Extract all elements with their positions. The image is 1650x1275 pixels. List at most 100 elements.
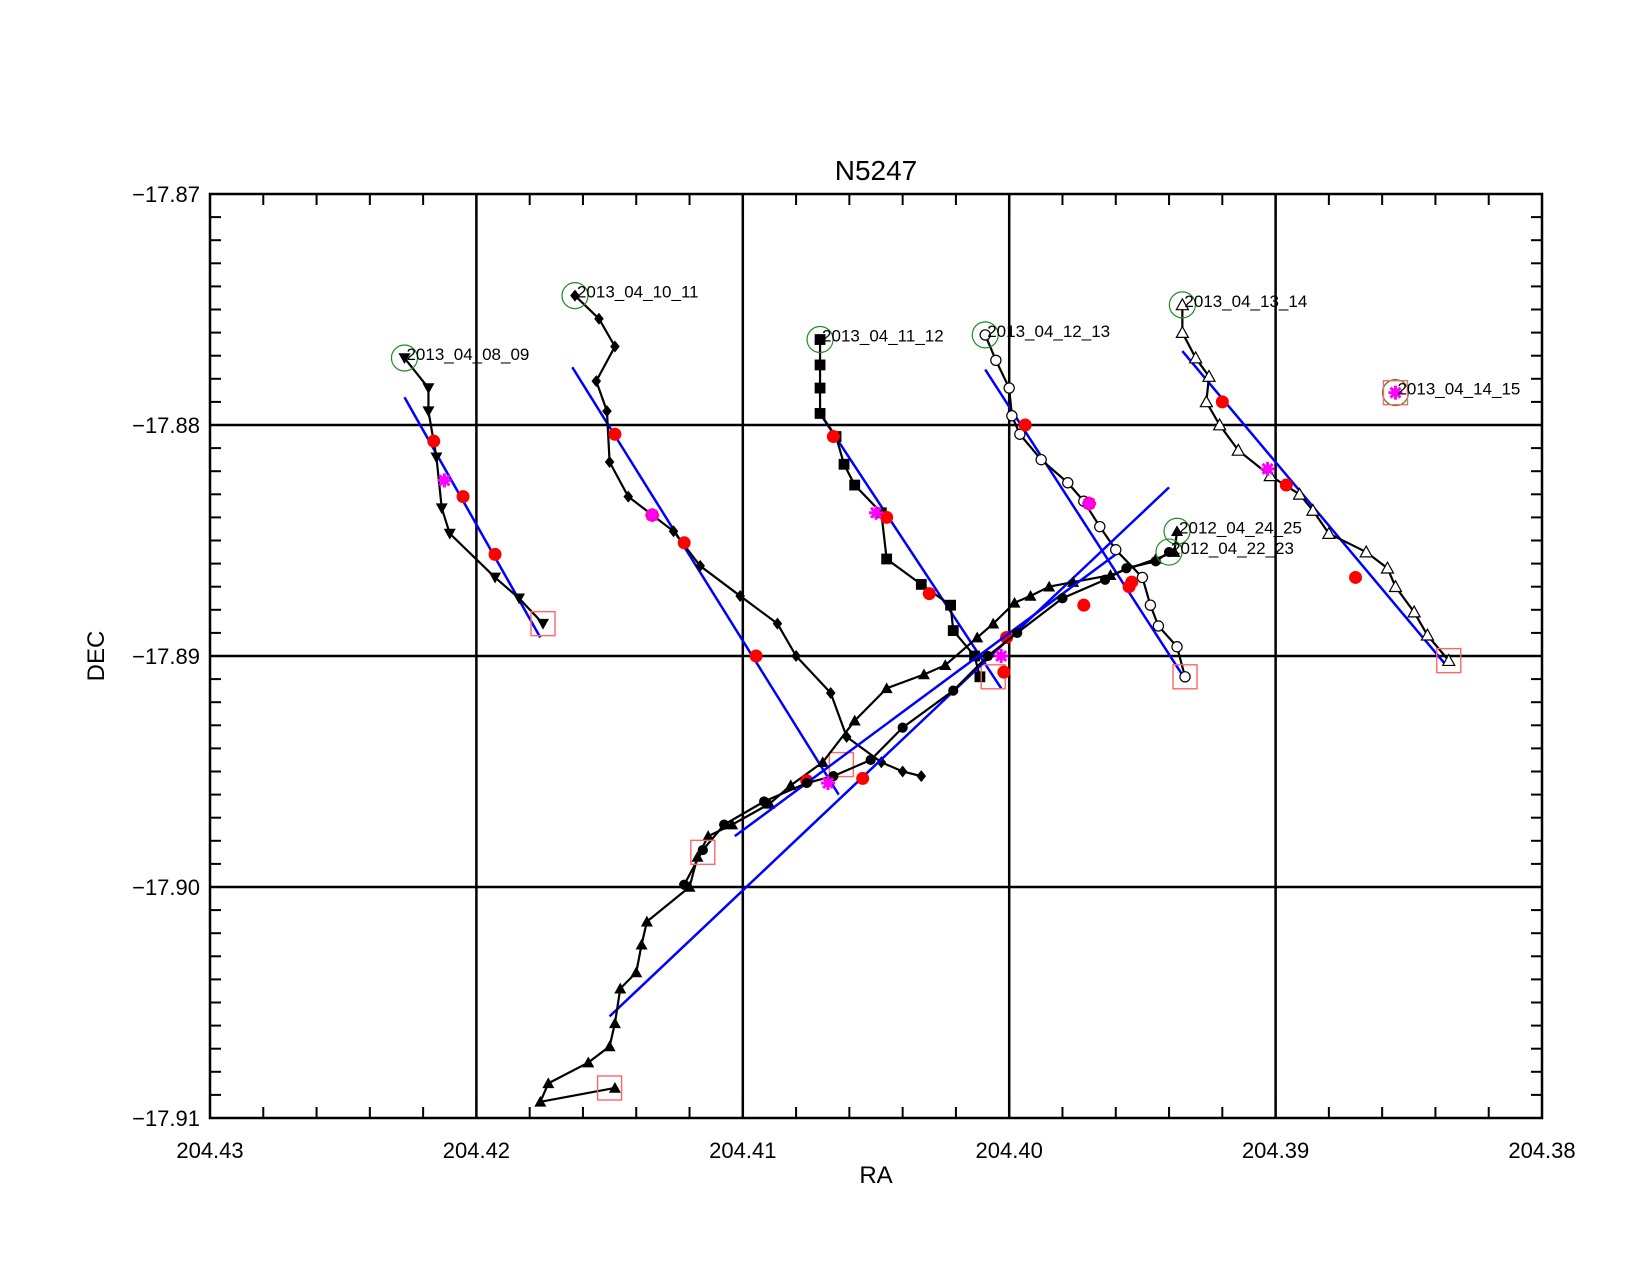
series-label: 2013_04_11_12	[822, 327, 944, 346]
data-point	[726, 818, 739, 830]
start-circle	[971, 321, 999, 349]
data-point	[1094, 520, 1106, 533]
series-2013_04_11_12	[806, 325, 1006, 690]
star-stroke	[438, 474, 451, 487]
fit-line	[734, 553, 1117, 838]
data-point	[947, 625, 959, 636]
data-point	[1231, 443, 1246, 456]
data-point	[1420, 627, 1435, 641]
x-tick-label: 204.38	[1508, 1138, 1575, 1163]
red-dot	[1077, 598, 1091, 612]
data-point	[1359, 544, 1374, 558]
data-point	[1201, 369, 1217, 382]
data-point	[1441, 653, 1456, 667]
data-point	[435, 503, 448, 515]
data-point	[603, 1040, 616, 1052]
red-dot	[749, 649, 763, 663]
data-point	[939, 659, 952, 671]
red-dot	[488, 547, 502, 561]
data-point	[1152, 620, 1165, 632]
series-2013_04_08_09	[390, 344, 556, 639]
data-point	[582, 1056, 595, 1068]
end-square	[1436, 647, 1462, 674]
data-point	[1057, 593, 1068, 604]
data-point	[801, 777, 812, 789]
x-tick-label: 204.42	[443, 1138, 510, 1163]
data-point	[772, 617, 783, 630]
series-label: 2013_04_12_13	[987, 322, 1110, 341]
data-point	[1006, 410, 1018, 422]
red-dot	[1018, 418, 1032, 432]
end-square	[530, 610, 556, 637]
data-point	[1388, 579, 1403, 593]
red-dot	[1279, 478, 1293, 492]
end-square	[828, 751, 855, 778]
star-stroke	[822, 777, 835, 790]
data-point	[849, 479, 861, 491]
x-tick-label: 204.39	[1242, 1138, 1309, 1163]
data-point	[602, 405, 612, 418]
data-point	[691, 850, 704, 862]
data-point	[1305, 503, 1320, 516]
y-tick-label: −17.89	[132, 644, 200, 669]
red-dot	[922, 587, 936, 601]
data-point	[610, 340, 620, 353]
red-dot	[427, 434, 441, 448]
red-dot	[1349, 570, 1363, 584]
data-point	[814, 334, 826, 345]
data-point	[814, 359, 826, 371]
data-point	[635, 938, 648, 950]
star-marker	[821, 776, 836, 791]
data-point	[594, 312, 604, 325]
data-point	[679, 879, 690, 890]
grid-lines	[210, 194, 1542, 1118]
star-stroke	[869, 506, 883, 519]
data-point	[1035, 453, 1047, 466]
star-stroke	[1083, 497, 1096, 510]
data-point	[719, 819, 730, 830]
data-point	[848, 714, 861, 726]
data-point	[534, 1095, 547, 1107]
data-point	[1024, 589, 1037, 601]
star-stroke	[646, 509, 659, 522]
data-point	[537, 618, 549, 630]
data-point	[990, 354, 1002, 367]
star-stroke	[1389, 386, 1402, 399]
data-point	[1171, 525, 1184, 537]
star-marker	[1082, 496, 1097, 511]
data-point	[1110, 544, 1122, 556]
end-square	[1382, 379, 1409, 406]
data-point	[1407, 604, 1422, 618]
red-dot	[608, 427, 622, 441]
data-point	[880, 682, 893, 694]
data-point	[1121, 563, 1132, 574]
data-point	[948, 685, 959, 696]
start-circle	[1163, 517, 1191, 545]
data-point	[969, 650, 980, 662]
start-circle	[1168, 291, 1196, 319]
red-dot	[880, 510, 894, 524]
data-point	[668, 525, 679, 538]
data-point	[1188, 350, 1203, 364]
series-2012_04_24_25	[534, 486, 1191, 1107]
data-point	[979, 329, 991, 341]
data-point	[1171, 641, 1183, 653]
data-point	[1175, 325, 1190, 338]
data-point	[1100, 574, 1111, 585]
axis-ticks: 204.43 204.42 204.41 204.40 204.39 204.38 −17.…	[132, 182, 1576, 1163]
fit-line	[984, 368, 1187, 680]
data-point	[814, 382, 826, 394]
data-point	[881, 553, 893, 565]
red-dot	[826, 430, 840, 444]
star-stroke	[1261, 462, 1274, 475]
data-point	[1136, 571, 1149, 584]
data-point	[982, 650, 993, 662]
data-point	[1043, 580, 1056, 592]
data-point	[695, 559, 705, 572]
start-circle	[561, 282, 589, 310]
data-point	[1163, 546, 1175, 558]
end-square	[690, 839, 716, 866]
red-dot	[1125, 575, 1139, 589]
y-axis-label: DEC	[83, 631, 110, 682]
